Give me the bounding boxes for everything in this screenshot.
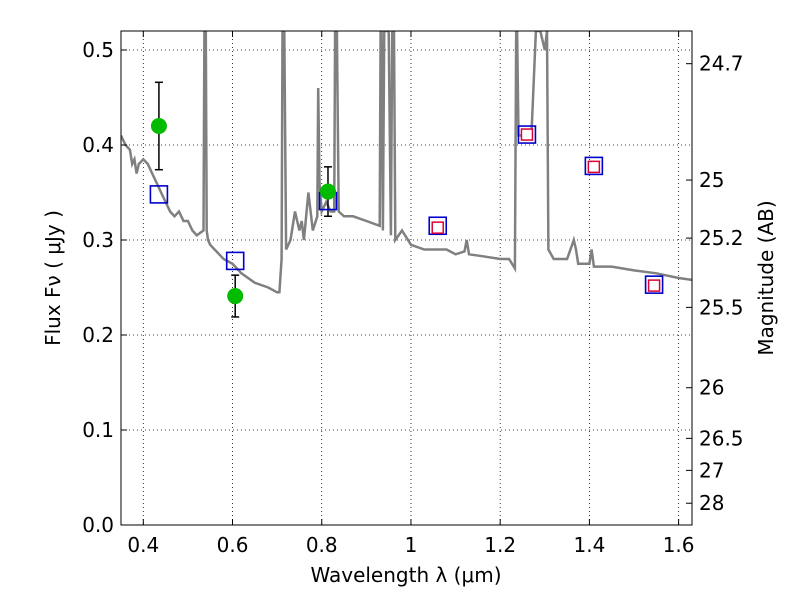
y-axis-label: Flux Fν ( μJy ) [41,210,65,346]
right-tick-label: 26 [699,376,724,400]
open-square-marker [584,156,604,176]
spectrum-line [121,31,692,294]
x-tick-label: 0.8 [306,533,338,557]
y-tick-label: 0.0 [82,513,114,537]
y-axis-label-right: Magnitude (AB) [754,200,778,355]
y-tick-label: 0.3 [82,228,114,252]
small-square-marker [520,128,534,141]
open-square-marker [149,185,169,204]
small-square-marker [431,221,444,234]
y-tick-label: 0.1 [82,418,114,442]
right-tick-label: 25.5 [699,295,744,319]
small-square-marker [647,279,661,292]
observed-point [227,288,244,305]
right-tick-label: 27 [699,458,724,482]
open-square-marker [225,251,245,271]
right-tick-labels: 24.7 25 25.2 25.5 26 26.5 27 28 [699,52,744,516]
x-tick-labels: 0.4 0.6 0.8 1 1.2 1.4 1.6 [127,533,694,557]
right-tick-label: 25 [699,168,724,192]
plot-background [121,31,692,525]
y-tick-label: 0.4 [82,133,114,157]
observed-point [319,183,336,200]
open-square-marker [644,275,664,294]
x-tick-label: 0.6 [217,533,249,557]
x-axis-label: Wavelength λ (μm) [310,563,501,587]
open-square-marker [517,125,537,144]
plot-frame [120,30,693,526]
right-tick-label: 25.2 [699,226,744,250]
right-tick-label: 26.5 [699,426,744,450]
x-tick-label: 1.2 [484,533,516,557]
y-tick-labels: 0.0 0.1 0.2 0.3 0.4 0.5 [82,38,114,537]
data-markers [149,118,664,305]
x-tick-label: 1 [405,533,418,557]
y-tick-label: 0.5 [82,38,114,62]
y-tick-label: 0.2 [82,323,114,347]
x-tick-label: 1.4 [573,533,605,557]
x-tick-label: 1.6 [663,533,695,557]
right-tick-label: 24.7 [699,52,744,76]
open-square-marker [428,216,448,236]
right-tick-label: 28 [699,491,724,515]
model-spectrum [121,31,692,294]
small-square-marker [587,160,601,174]
axis-ticks [121,31,692,526]
x-tick-label: 0.4 [127,533,159,557]
observed-point [150,118,167,134]
